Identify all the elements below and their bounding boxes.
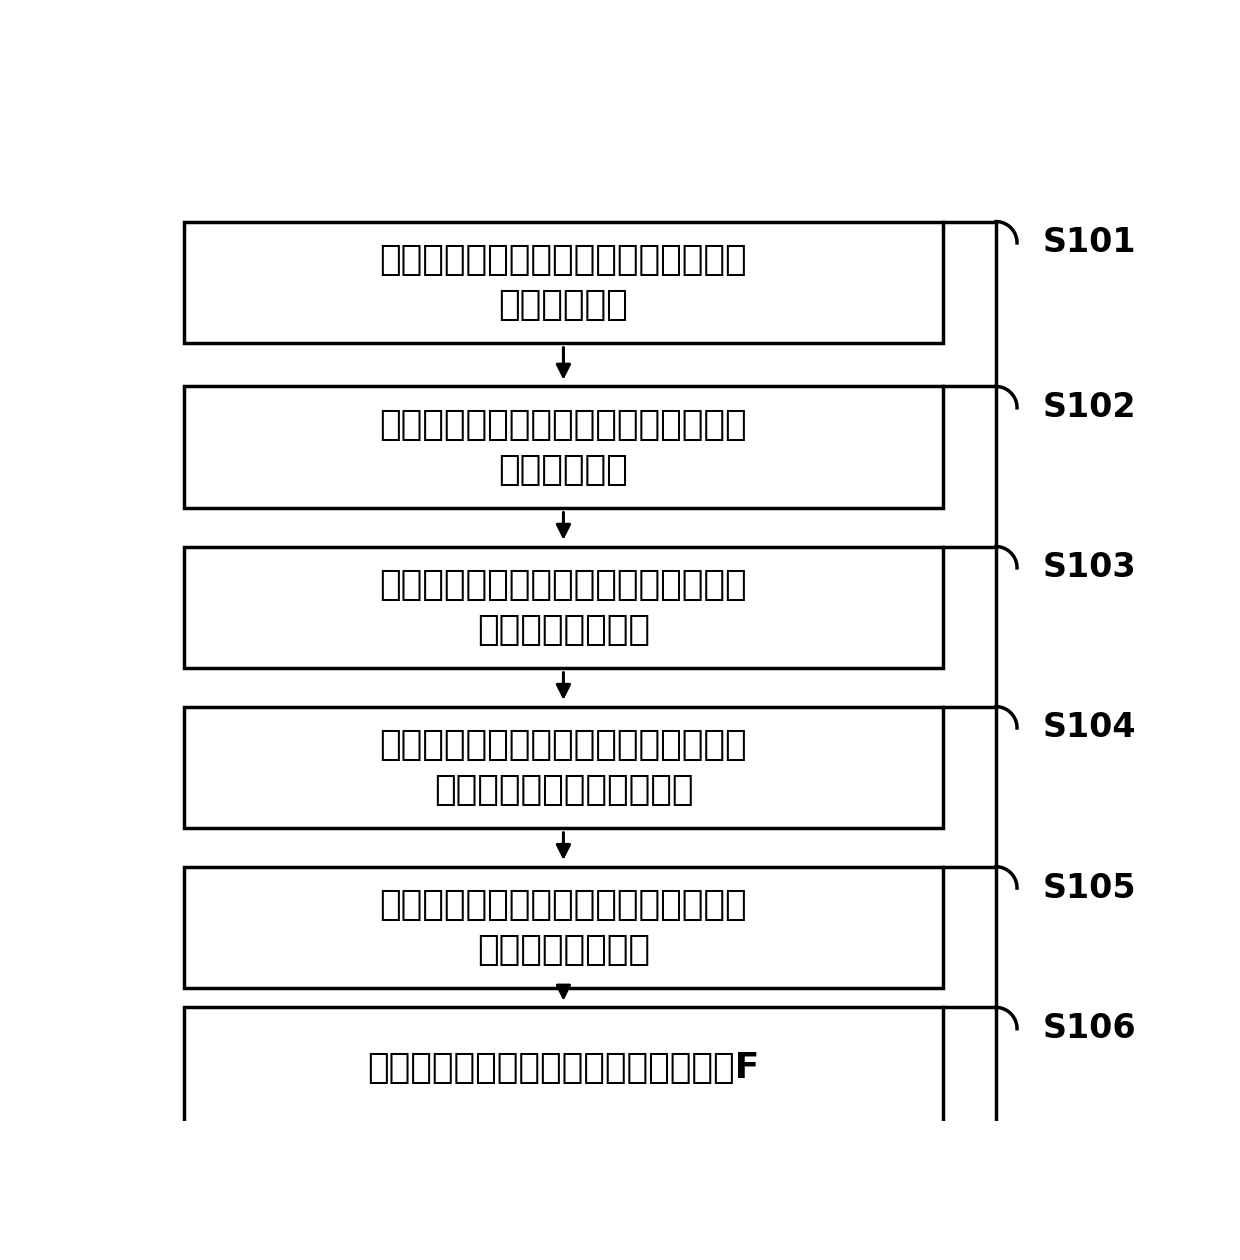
Bar	[184, 867, 942, 988]
Bar	[184, 222, 942, 343]
Text: 控制轴杆活动端自初始位置向终止位置
进行第一运动: 控制轴杆活动端自初始位置向终止位置 进行第一运动	[379, 243, 748, 321]
Bar	[184, 547, 942, 668]
Text: S104: S104	[1043, 712, 1137, 745]
Text: S105: S105	[1043, 872, 1137, 905]
Bar	[184, 707, 942, 828]
Text: 获取倾角传感器在每次所述第一运动中
测得的第一角度值: 获取倾角传感器在每次所述第一运动中 测得的第一角度值	[379, 568, 748, 646]
Bar	[184, 387, 942, 508]
Text: 获取称重器在每次所述第一运动中测得
的第一质量值: 获取称重器在每次所述第一运动中测得 的第一质量值	[379, 408, 748, 486]
Text: S103: S103	[1043, 552, 1137, 585]
Bar	[184, 1008, 942, 1129]
Text: S106: S106	[1043, 1012, 1137, 1046]
Text: 获取所述称重器在每次所述第二运动中
测得的第二质量值: 获取所述称重器在每次所述第二运动中 测得的第二质量值	[379, 888, 748, 966]
Text: S102: S102	[1043, 392, 1137, 425]
Text: S101: S101	[1043, 227, 1137, 260]
Text: 根据公式计算得到轴杆转动摩擦力矩值F: 根据公式计算得到轴杆转动摩擦力矩值F	[367, 1051, 760, 1085]
Text: 控制所述轴杆活动端自所述终止位置向
所述初始位置进行第二运动: 控制所述轴杆活动端自所述终止位置向 所述初始位置进行第二运动	[379, 728, 748, 806]
